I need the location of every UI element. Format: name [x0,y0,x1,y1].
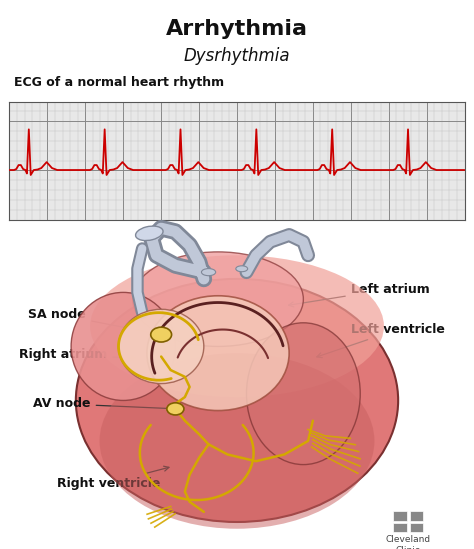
Text: Cleveland
Clinic
©2023: Cleveland Clinic ©2023 [385,535,431,549]
Ellipse shape [133,252,303,346]
Bar [410,523,423,532]
Ellipse shape [90,255,384,397]
Ellipse shape [71,293,175,400]
Circle shape [151,327,172,342]
Text: ECG of a normal heart rhythm: ECG of a normal heart rhythm [14,76,224,89]
Text: SA node: SA node [28,308,157,335]
Ellipse shape [118,309,204,384]
Text: AV node: AV node [33,397,173,411]
Ellipse shape [136,226,163,240]
Text: Left ventricle: Left ventricle [317,323,445,357]
Ellipse shape [100,353,374,529]
Bar [393,511,407,520]
Ellipse shape [201,268,216,276]
Ellipse shape [147,296,289,411]
Bar [393,523,407,532]
Circle shape [167,403,184,415]
Text: Dysrhythmia: Dysrhythmia [184,47,290,65]
Text: Right atrium: Right atrium [19,349,136,361]
Text: Arrhythmia: Arrhythmia [166,19,308,38]
Text: Right ventricle: Right ventricle [57,466,169,490]
Ellipse shape [76,279,398,522]
Text: Left atrium: Left atrium [289,283,429,307]
Bar [410,511,423,520]
Ellipse shape [246,323,360,464]
Ellipse shape [236,266,247,272]
